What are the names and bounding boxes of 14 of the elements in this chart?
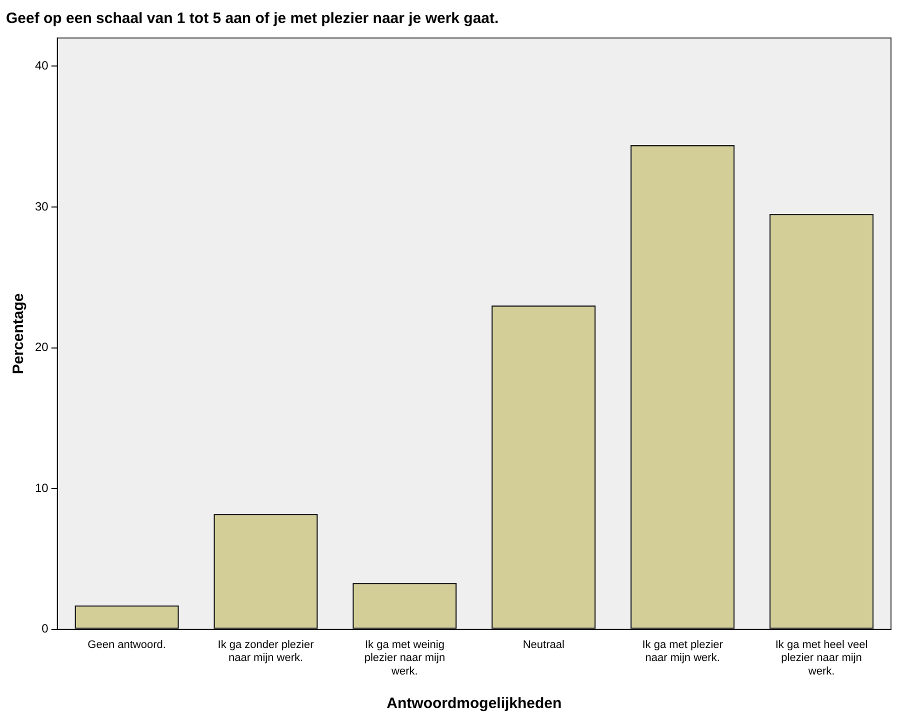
y-tick-label: 20 — [34, 340, 49, 354]
x-tick-label: Ik ga met plezier naar mijn werk. — [642, 639, 724, 664]
y-tick-label: 40 — [34, 58, 49, 72]
x-tick-label: Neutraal — [522, 639, 564, 652]
y-tick-label: 0 — [42, 622, 49, 636]
y-axis-title: Percentage — [10, 293, 28, 374]
chart-title: Geef op een schaal van 1 tot 5 aan of je met plezier naar je werk gaat. — [6, 10, 499, 28]
x-tick-label: Geen antwoord. — [88, 639, 166, 652]
x-axis-title: Antwoordmogelijkheden — [386, 695, 562, 712]
x-tick-label: Ik ga met weinig plezier naar mijn werk. — [364, 639, 446, 678]
x-tick-label: Ik ga zonder plezier naar mijn werk. — [218, 639, 314, 664]
y-tick-label: 10 — [34, 480, 49, 495]
y-tick-label: 30 — [34, 199, 49, 214]
x-tick-label: Ik ga met heel veel plezier naar mijn werk. — [775, 639, 868, 678]
